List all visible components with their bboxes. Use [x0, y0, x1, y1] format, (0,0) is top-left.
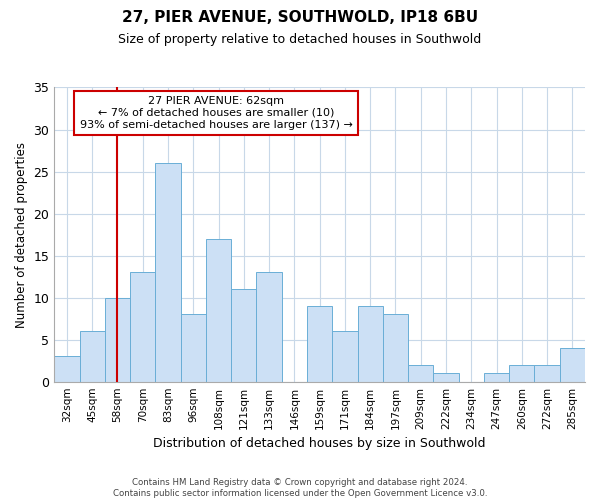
Text: 27, PIER AVENUE, SOUTHWOLD, IP18 6BU: 27, PIER AVENUE, SOUTHWOLD, IP18 6BU	[122, 10, 478, 25]
Bar	[535, 365, 560, 382]
Bar	[509, 365, 535, 382]
Bar	[181, 314, 206, 382]
Bar	[54, 356, 80, 382]
Y-axis label: Number of detached properties: Number of detached properties	[15, 142, 28, 328]
Bar	[433, 374, 458, 382]
Bar	[256, 272, 282, 382]
Bar	[358, 306, 383, 382]
Bar	[231, 289, 256, 382]
Bar	[105, 298, 130, 382]
Bar	[206, 239, 231, 382]
Bar	[130, 272, 155, 382]
Text: Size of property relative to detached houses in Southwold: Size of property relative to detached ho…	[118, 32, 482, 46]
Text: Contains HM Land Registry data © Crown copyright and database right 2024.
Contai: Contains HM Land Registry data © Crown c…	[113, 478, 487, 498]
Text: 27 PIER AVENUE: 62sqm
← 7% of detached houses are smaller (10)
93% of semi-detac: 27 PIER AVENUE: 62sqm ← 7% of detached h…	[80, 96, 353, 130]
Bar	[80, 331, 105, 382]
Bar	[307, 306, 332, 382]
Bar	[408, 365, 433, 382]
Bar	[383, 314, 408, 382]
Bar	[155, 163, 181, 382]
Bar	[560, 348, 585, 382]
Bar	[332, 331, 358, 382]
X-axis label: Distribution of detached houses by size in Southwold: Distribution of detached houses by size …	[154, 437, 486, 450]
Bar	[484, 374, 509, 382]
